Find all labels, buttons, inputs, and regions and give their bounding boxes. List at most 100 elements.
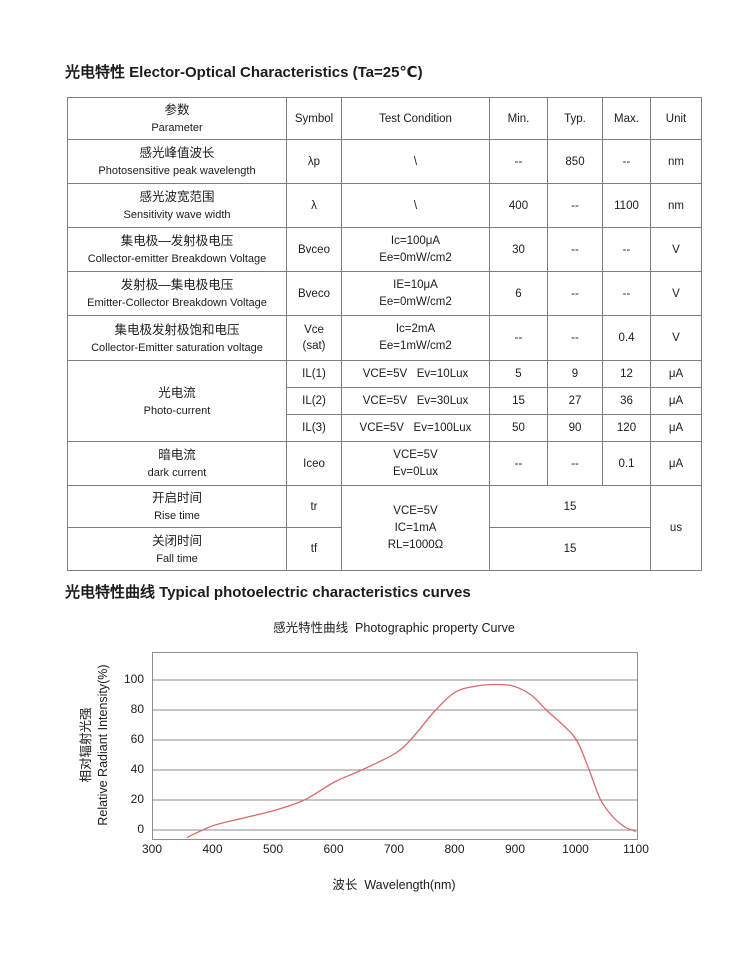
- symbol-line: (sat): [302, 340, 326, 352]
- param-cell: 暗电流 dark current: [67, 441, 287, 486]
- x-tick-label: 500: [262, 842, 284, 856]
- value-cell: 15: [489, 527, 651, 571]
- x-tick-label: 900: [504, 842, 526, 856]
- symbol-cell: λ: [286, 183, 342, 228]
- x-tick-label: 600: [323, 842, 344, 856]
- row-photo-current-il1: 光电流 Photo-current IL(1) VCE=5V Ev=10Lux …: [67, 360, 702, 442]
- y-tick-label: 0: [137, 822, 144, 836]
- param-cell: 感光峰值波长 Photosensitive peak wavelength: [67, 139, 287, 184]
- condition-line: Ev=0Lux: [392, 465, 439, 478]
- max-cell: 0.4: [602, 315, 651, 361]
- unit-cell: μA: [650, 414, 702, 442]
- symbol-cell: IL(1): [286, 360, 342, 388]
- unit-cell: μA: [650, 360, 702, 388]
- row-bvceo: 集电极—发射极电压 Collector-emitter Breakdown Vo…: [67, 227, 702, 272]
- param-en: Emitter-Collector Breakdown Voltage: [87, 297, 267, 309]
- row-wave-width: 感光波宽范围 Sensitivity wave width λ \ 400 --…: [67, 183, 702, 228]
- x-tick-label: 1100: [623, 842, 649, 856]
- param-en: Collector-Emitter saturation voltage: [91, 341, 263, 354]
- x-axis-label: 波长 Wavelength(nm): [332, 878, 456, 892]
- condition-cell: VCE=5V Ev=10Lux: [341, 360, 490, 388]
- condition-line: Ic=100μA: [390, 234, 441, 247]
- max-cell: --: [602, 227, 651, 272]
- header-min: Min.: [489, 97, 548, 140]
- x-tick-label: 800: [444, 842, 465, 856]
- chart-title: 感光特性曲线 Photographic property Curve: [273, 621, 515, 635]
- param-cell: 集电极发射极饱和电压 Collector-Emitter saturation …: [67, 315, 287, 361]
- y-tick-label: 80: [130, 702, 144, 716]
- min-cell: 5: [489, 360, 548, 388]
- plot-area: 相对辐射光强 Relative Radiant Intensity(%) 0 20…: [79, 652, 649, 892]
- param-cell: 光电流 Photo-current: [67, 360, 287, 442]
- symbol-cell: tf: [286, 527, 342, 571]
- header-test-condition: Test Condition: [341, 97, 490, 140]
- x-tick-label: 400: [202, 842, 223, 856]
- min-cell: --: [489, 139, 548, 184]
- typ-cell: 90: [547, 414, 603, 442]
- max-cell: --: [602, 271, 651, 316]
- param-en: Rise time: [154, 510, 200, 522]
- unit-cell: nm: [650, 139, 702, 184]
- max-cell: 12: [602, 360, 651, 388]
- typ-cell: --: [547, 227, 603, 272]
- header-symbol: Symbol: [286, 97, 342, 140]
- symbol-cell: Vce (sat): [286, 315, 342, 361]
- symbol-cell: tr: [286, 485, 342, 528]
- header-max: Max.: [602, 97, 651, 140]
- row-peak-wavelength: 感光峰值波长 Photosensitive peak wavelength λp…: [67, 139, 702, 184]
- condition-line: VCE=5V: [393, 504, 438, 517]
- param-zh: 感光峰值波长: [139, 146, 215, 160]
- param-zh: 发射极—集电极电压: [120, 278, 234, 292]
- spectral-response-curve: [186, 683, 637, 839]
- min-cell: 50: [489, 414, 548, 442]
- max-cell: --: [602, 139, 651, 184]
- symbol-cell: IL(3): [286, 414, 342, 442]
- section-title-eo-characteristics: 光电特性 Elector-Optical Characteristics (Ta…: [65, 64, 423, 81]
- param-cell: 关闭时间 Fall time: [67, 527, 287, 571]
- condition-line: Ee=1mW/cm2: [379, 340, 452, 352]
- unit-cell: μA: [650, 441, 702, 486]
- typ-cell: 850: [547, 139, 603, 184]
- header-parameter-zh: 参数: [164, 103, 190, 117]
- max-cell: 1100: [602, 183, 651, 228]
- header-parameter: 参数 Parameter: [67, 97, 287, 140]
- symbol-cell: Iceo: [286, 441, 342, 486]
- condition-cell: \: [341, 183, 490, 228]
- symbol-line: Vce: [304, 324, 324, 336]
- param-zh: 关闭时间: [151, 533, 202, 548]
- min-cell: 30: [489, 227, 548, 272]
- param-en: dark current: [147, 467, 207, 479]
- param-zh: 感光波宽范围: [139, 190, 215, 204]
- condition-cell: Ic=100μA Ee=0mW/cm2: [341, 227, 490, 272]
- value-cell: 15: [489, 485, 651, 528]
- param-en: Photo-current: [143, 404, 211, 417]
- param-en: Photosensitive peak wavelength: [98, 165, 256, 177]
- unit-cell: μA: [650, 387, 702, 415]
- min-cell: 15: [489, 387, 548, 415]
- y-tick-label: 60: [130, 732, 144, 746]
- row-vce-sat: 集电极发射极饱和电压 Collector-Emitter saturation …: [67, 315, 702, 361]
- condition-line: IE=10μA: [393, 278, 438, 291]
- symbol-cell: Bveco: [286, 271, 342, 316]
- typ-cell: --: [547, 271, 603, 316]
- param-zh: 暗电流: [158, 448, 196, 462]
- condition-cell: Ic=2mA Ee=1mW/cm2: [341, 315, 490, 361]
- min-cell: 6: [489, 271, 548, 316]
- max-cell: 36: [602, 387, 651, 415]
- table-header-row: 参数 Parameter Symbol Test Condition Min. …: [67, 97, 702, 140]
- typ-cell: --: [547, 441, 603, 486]
- eo-characteristics-table: 参数 Parameter Symbol Test Condition Min. …: [67, 97, 702, 571]
- condition-cell: VCE=5V Ev=0Lux: [341, 441, 490, 486]
- plot-canvas: [152, 652, 638, 840]
- symbol-cell: λp: [286, 139, 342, 184]
- param-en: Fall time: [156, 552, 198, 565]
- condition-cell: \: [341, 139, 490, 184]
- param-en: Collector-emitter Breakdown Voltage: [87, 253, 267, 265]
- header-typ: Typ.: [547, 97, 603, 140]
- x-tick-label: 300: [141, 842, 163, 856]
- x-tick-label: 1000: [562, 842, 589, 856]
- unit-cell: V: [650, 271, 702, 316]
- row-rise-time: 开启时间 Rise time tr VCE=5V IC=1mA RL=1000Ω…: [67, 485, 702, 571]
- min-cell: 400: [489, 183, 548, 228]
